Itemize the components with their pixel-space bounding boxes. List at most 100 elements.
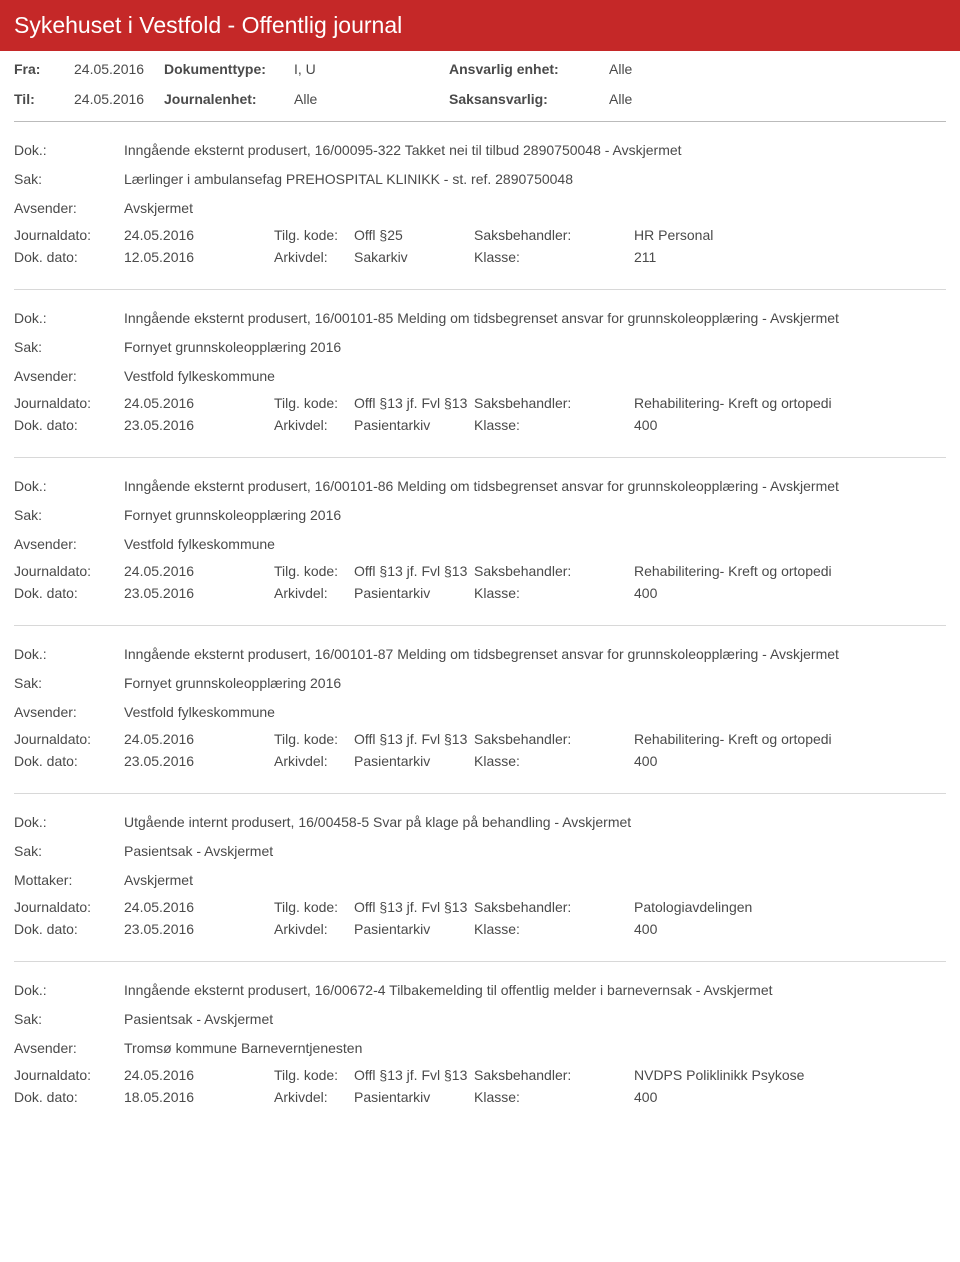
meta-row-2: Til: 24.05.2016 Journalenhet: Alle Saksa…: [0, 81, 960, 111]
saksbehandler-value: Patologiavdelingen: [634, 899, 946, 915]
dok-label: Dok.:: [14, 980, 124, 1001]
klasse-value: 400: [634, 921, 946, 937]
klasse-value: 211: [634, 249, 946, 265]
sak-value: Fornyet grunnskoleopplæring 2016: [124, 505, 946, 526]
journaldato-value: 24.05.2016: [124, 899, 274, 915]
dokdato-value: 23.05.2016: [124, 417, 274, 433]
saksbehandler-label: Saksbehandler:: [474, 1067, 634, 1083]
klasse-label: Klasse:: [474, 921, 634, 937]
tilgkode-value: Offl §25: [354, 227, 474, 243]
tilgkode-value: Offl §13 jf. Fvl §13: [354, 1067, 474, 1083]
tilgkode-value: Offl §13 jf. Fvl §13: [354, 731, 474, 747]
journalenhet-value: Alle: [294, 91, 449, 107]
sak-label: Sak:: [14, 505, 124, 526]
tilgkode-value: Offl §13 jf. Fvl §13: [354, 395, 474, 411]
doktype-label: Dokumenttype:: [164, 61, 294, 77]
journaldato-label: Journaldato:: [14, 563, 124, 579]
arkivdel-value: Pasientarkiv: [354, 417, 474, 433]
arkivdel-value: Sakarkiv: [354, 249, 474, 265]
meta-row-1: Fra: 24.05.2016 Dokumenttype: I, U Ansva…: [0, 51, 960, 81]
sak-label: Sak:: [14, 337, 124, 358]
dok-value: Inngående eksternt produsert, 16/00101-8…: [124, 644, 946, 665]
party-label: Avsender:: [14, 534, 124, 555]
klasse-label: Klasse:: [474, 585, 634, 601]
sak-value: Lærlinger i ambulansefag PREHOSPITAL KLI…: [124, 169, 946, 190]
saksbehandler-value: NVDPS Poliklinikk Psykose: [634, 1067, 946, 1083]
journaldato-label: Journaldato:: [14, 227, 124, 243]
journal-entry: Dok.:Inngående eksternt produsert, 16/00…: [0, 122, 960, 275]
dok-label: Dok.:: [14, 476, 124, 497]
sak-value: Fornyet grunnskoleopplæring 2016: [124, 337, 946, 358]
arkivdel-value: Pasientarkiv: [354, 585, 474, 601]
dokdato-label: Dok. dato:: [14, 921, 124, 937]
til-label: Til:: [14, 91, 74, 107]
dokdato-label: Dok. dato:: [14, 585, 124, 601]
party-value: Vestfold fylkeskommune: [124, 366, 946, 387]
party-value: Vestfold fylkeskommune: [124, 534, 946, 555]
tilgkode-label: Tilg. kode:: [274, 731, 354, 747]
sak-value: Pasientsak - Avskjermet: [124, 1009, 946, 1030]
dokdato-value: 12.05.2016: [124, 249, 274, 265]
klasse-value: 400: [634, 1089, 946, 1105]
journaldato-label: Journaldato:: [14, 395, 124, 411]
saksansvarlig-value: Alle: [609, 91, 689, 107]
party-value: Avskjermet: [124, 198, 946, 219]
ansvarlig-value: Alle: [609, 61, 689, 77]
tilgkode-label: Tilg. kode:: [274, 899, 354, 915]
saksbehandler-label: Saksbehandler:: [474, 731, 634, 747]
journal-entry: Dok.:Inngående eksternt produsert, 16/00…: [0, 626, 960, 779]
klasse-label: Klasse:: [474, 417, 634, 433]
klasse-value: 400: [634, 585, 946, 601]
dokdato-label: Dok. dato:: [14, 249, 124, 265]
arkivdel-label: Arkivdel:: [274, 585, 354, 601]
dok-value: Inngående eksternt produsert, 16/00095-3…: [124, 140, 946, 161]
klasse-label: Klasse:: [474, 753, 634, 769]
page-title: Sykehuset i Vestfold - Offentlig journal: [14, 12, 402, 38]
arkivdel-label: Arkivdel:: [274, 249, 354, 265]
dokdato-value: 23.05.2016: [124, 585, 274, 601]
page-title-bar: Sykehuset i Vestfold - Offentlig journal: [0, 0, 960, 51]
journaldato-value: 24.05.2016: [124, 1067, 274, 1083]
arkivdel-label: Arkivdel:: [274, 753, 354, 769]
journalenhet-label: Journalenhet:: [164, 91, 294, 107]
dok-label: Dok.:: [14, 140, 124, 161]
saksbehandler-value: Rehabilitering- Kreft og ortopedi: [634, 731, 946, 747]
party-value: Tromsø kommune Barneverntjenesten: [124, 1038, 946, 1059]
tilgkode-value: Offl §13 jf. Fvl §13: [354, 563, 474, 579]
saksbehandler-label: Saksbehandler:: [474, 395, 634, 411]
dokdato-value: 18.05.2016: [124, 1089, 274, 1105]
saksbehandler-value: Rehabilitering- Kreft og ortopedi: [634, 563, 946, 579]
fra-label: Fra:: [14, 61, 74, 77]
saksbehandler-value: Rehabilitering- Kreft og ortopedi: [634, 395, 946, 411]
journal-entry: Dok.:Inngående eksternt produsert, 16/00…: [0, 458, 960, 611]
saksbehandler-label: Saksbehandler:: [474, 227, 634, 243]
party-label: Avsender:: [14, 1038, 124, 1059]
sak-label: Sak:: [14, 841, 124, 862]
sak-label: Sak:: [14, 169, 124, 190]
doktype-value: I, U: [294, 61, 449, 77]
arkivdel-value: Pasientarkiv: [354, 753, 474, 769]
sak-value: Pasientsak - Avskjermet: [124, 841, 946, 862]
tilgkode-label: Tilg. kode:: [274, 563, 354, 579]
fra-value: 24.05.2016: [74, 61, 164, 77]
arkivdel-label: Arkivdel:: [274, 1089, 354, 1105]
journaldato-value: 24.05.2016: [124, 227, 274, 243]
klasse-label: Klasse:: [474, 1089, 634, 1105]
journal-entry: Dok.:Inngående eksternt produsert, 16/00…: [0, 290, 960, 443]
dok-value: Inngående eksternt produsert, 16/00101-8…: [124, 476, 946, 497]
dokdato-label: Dok. dato:: [14, 417, 124, 433]
dokdato-value: 23.05.2016: [124, 753, 274, 769]
saksansvarlig-label: Saksansvarlig:: [449, 91, 609, 107]
journaldato-value: 24.05.2016: [124, 731, 274, 747]
klasse-value: 400: [634, 753, 946, 769]
arkivdel-value: Pasientarkiv: [354, 1089, 474, 1105]
sak-label: Sak:: [14, 673, 124, 694]
journaldato-label: Journaldato:: [14, 899, 124, 915]
til-value: 24.05.2016: [74, 91, 164, 107]
dok-label: Dok.:: [14, 308, 124, 329]
dokdato-value: 23.05.2016: [124, 921, 274, 937]
tilgkode-label: Tilg. kode:: [274, 1067, 354, 1083]
journal-entry: Dok.:Inngående eksternt produsert, 16/00…: [0, 962, 960, 1115]
party-value: Vestfold fylkeskommune: [124, 702, 946, 723]
sak-value: Fornyet grunnskoleopplæring 2016: [124, 673, 946, 694]
